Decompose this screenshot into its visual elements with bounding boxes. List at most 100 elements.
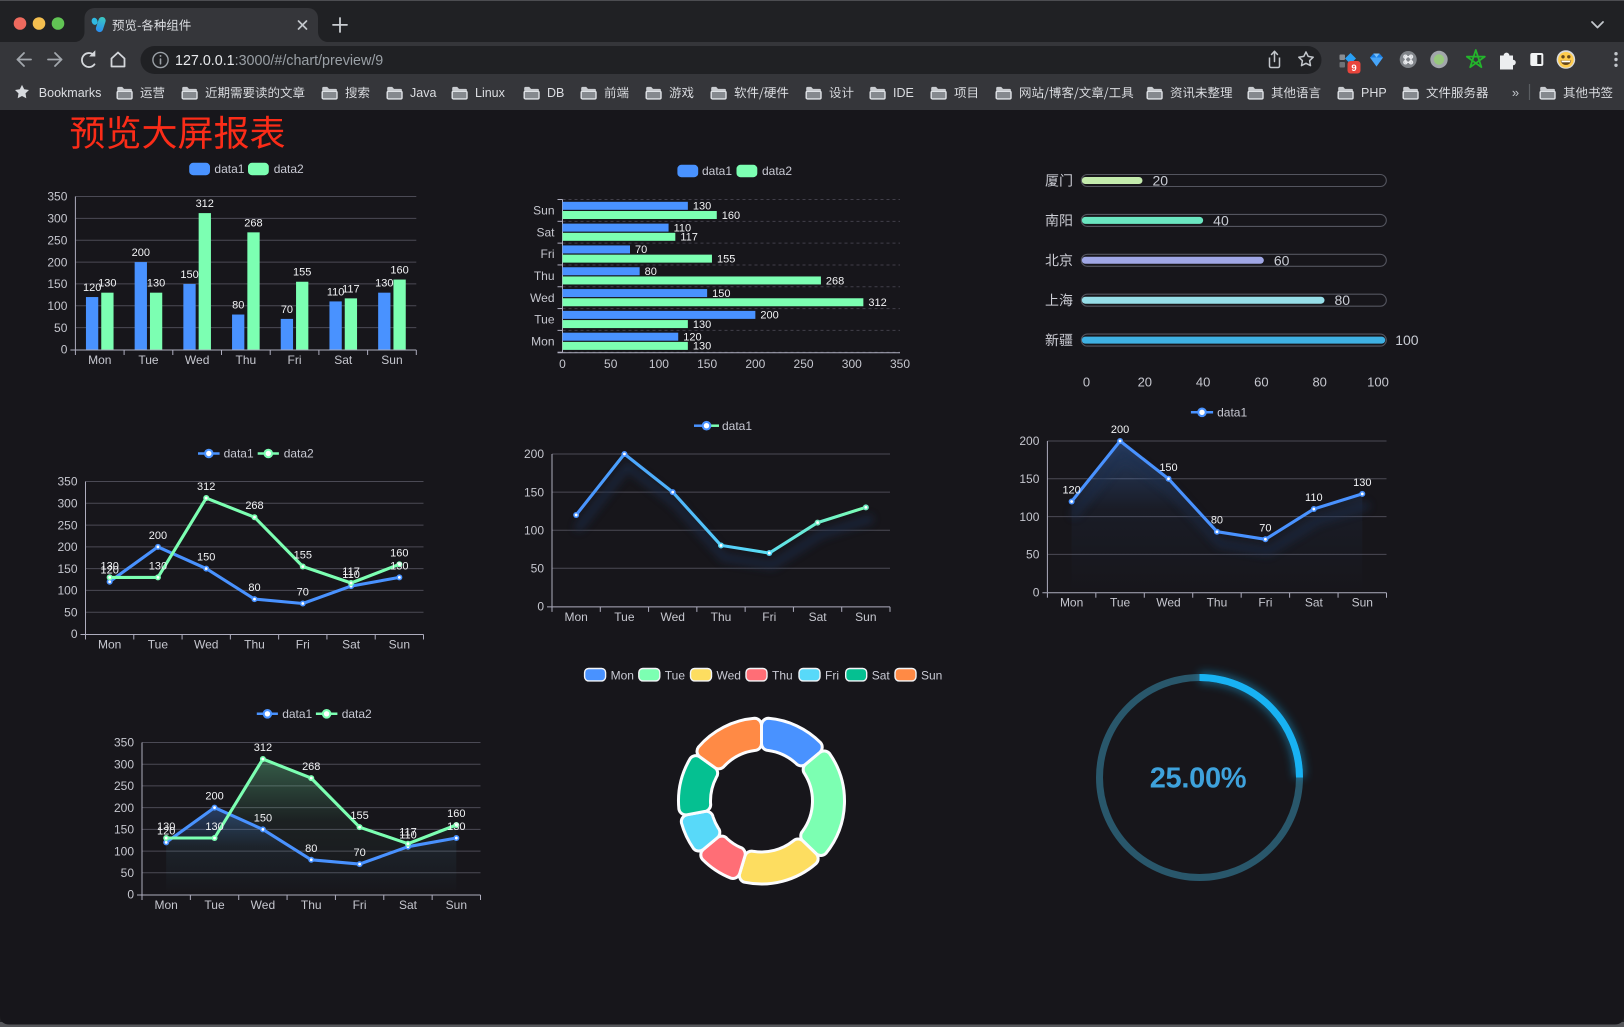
svg-text:150: 150 <box>57 562 77 576</box>
svg-text:70: 70 <box>297 587 309 599</box>
svg-text:300: 300 <box>842 357 862 371</box>
svg-text:Sat: Sat <box>1305 596 1324 610</box>
svg-text:200: 200 <box>114 801 134 815</box>
svg-text:Wed: Wed <box>530 291 554 305</box>
svg-text:Mon: Mon <box>1060 596 1083 610</box>
svg-text:200: 200 <box>205 791 223 803</box>
svg-text:data2: data2 <box>762 164 792 178</box>
svg-text:PHP: PHP <box>1361 86 1387 100</box>
svg-text:0: 0 <box>1083 374 1090 389</box>
svg-text:110: 110 <box>1305 492 1323 504</box>
svg-text:Mon: Mon <box>564 610 587 624</box>
svg-text:70: 70 <box>281 304 293 316</box>
svg-text:250: 250 <box>794 357 814 371</box>
svg-text:150: 150 <box>254 812 272 824</box>
svg-text:300: 300 <box>57 496 77 510</box>
svg-text:data2: data2 <box>284 447 314 461</box>
svg-text:data1: data1 <box>1217 406 1247 420</box>
svg-text:200: 200 <box>47 255 67 269</box>
svg-text:50: 50 <box>604 357 618 371</box>
svg-text:0: 0 <box>61 343 68 357</box>
svg-text:350: 350 <box>114 736 134 750</box>
svg-text:250: 250 <box>114 779 134 793</box>
svg-text:268: 268 <box>302 761 320 773</box>
svg-text:130: 130 <box>157 821 175 833</box>
svg-text:150: 150 <box>712 288 730 300</box>
svg-text:Mon: Mon <box>88 353 111 367</box>
svg-text:Fri: Fri <box>825 668 839 682</box>
svg-text:Linux: Linux <box>475 86 506 100</box>
svg-text:20: 20 <box>1138 374 1152 389</box>
svg-text:350: 350 <box>890 357 910 371</box>
svg-text:50: 50 <box>54 321 68 335</box>
svg-text:160: 160 <box>390 265 408 277</box>
svg-text:80: 80 <box>645 266 657 278</box>
svg-text:data1: data1 <box>702 164 732 178</box>
svg-text:300: 300 <box>47 212 67 226</box>
svg-text:130: 130 <box>205 821 223 833</box>
svg-text:130: 130 <box>1353 477 1371 489</box>
svg-text:110: 110 <box>399 830 417 842</box>
svg-text:200: 200 <box>524 447 544 461</box>
svg-text:120: 120 <box>83 282 101 294</box>
svg-text:130: 130 <box>100 560 118 572</box>
svg-text:300: 300 <box>114 757 134 771</box>
svg-text:312: 312 <box>868 297 886 309</box>
svg-text:155: 155 <box>294 549 312 561</box>
svg-text:120: 120 <box>157 825 175 837</box>
svg-text:60: 60 <box>1274 252 1290 268</box>
svg-text:150: 150 <box>114 823 134 837</box>
svg-text:268: 268 <box>826 275 844 287</box>
svg-text:312: 312 <box>197 481 215 493</box>
svg-text:data2: data2 <box>274 162 304 176</box>
svg-text:130: 130 <box>447 821 465 833</box>
svg-text:70: 70 <box>1259 522 1271 534</box>
svg-text:Wed: Wed <box>251 898 275 912</box>
svg-text:110: 110 <box>342 569 360 581</box>
svg-text:130: 130 <box>693 341 711 353</box>
svg-text:Tue: Tue <box>614 610 635 624</box>
svg-text:Fri: Fri <box>288 353 302 367</box>
svg-text:130: 130 <box>147 278 165 290</box>
svg-text:268: 268 <box>245 500 263 512</box>
svg-text:9: 9 <box>1351 63 1356 74</box>
svg-text:312: 312 <box>196 198 214 210</box>
svg-text:350: 350 <box>57 475 77 489</box>
svg-text:Thu: Thu <box>711 610 732 624</box>
svg-text:200: 200 <box>760 310 778 322</box>
svg-text:Sun: Sun <box>533 204 554 218</box>
svg-text:100: 100 <box>1395 332 1419 348</box>
svg-text:100: 100 <box>649 357 669 371</box>
svg-text:150: 150 <box>1019 472 1039 486</box>
svg-text:Sun: Sun <box>1352 596 1373 610</box>
svg-text:Fri: Fri <box>353 898 367 912</box>
svg-text:150: 150 <box>1159 462 1177 474</box>
svg-text:Sun: Sun <box>389 638 410 652</box>
svg-text:Mon: Mon <box>531 334 554 348</box>
svg-text:120: 120 <box>100 565 118 577</box>
svg-text:120: 120 <box>1062 484 1080 496</box>
svg-text:Thu: Thu <box>1207 596 1228 610</box>
svg-text:160: 160 <box>447 808 465 820</box>
svg-text:130: 130 <box>693 319 711 331</box>
svg-text:Wed: Wed <box>185 353 209 367</box>
svg-text:150: 150 <box>180 269 198 281</box>
svg-text:data1: data1 <box>282 707 312 721</box>
svg-text:80: 80 <box>1211 515 1223 527</box>
svg-text:20: 20 <box>1152 173 1168 189</box>
svg-text:130: 130 <box>98 278 116 290</box>
svg-text:155: 155 <box>350 810 368 822</box>
svg-text:130: 130 <box>149 560 167 572</box>
svg-text:155: 155 <box>717 253 735 265</box>
svg-text:268: 268 <box>244 217 262 229</box>
svg-text:Sun: Sun <box>446 898 467 912</box>
svg-text:IDE: IDE <box>893 86 914 100</box>
svg-text:70: 70 <box>353 847 365 859</box>
svg-text:Tue: Tue <box>138 353 159 367</box>
svg-text:Sun: Sun <box>921 668 942 682</box>
svg-text:Fri: Fri <box>296 638 310 652</box>
svg-text:Thu: Thu <box>301 898 322 912</box>
svg-text:150: 150 <box>524 485 544 499</box>
svg-text:Sat: Sat <box>536 225 555 239</box>
svg-text:40: 40 <box>1196 374 1210 389</box>
